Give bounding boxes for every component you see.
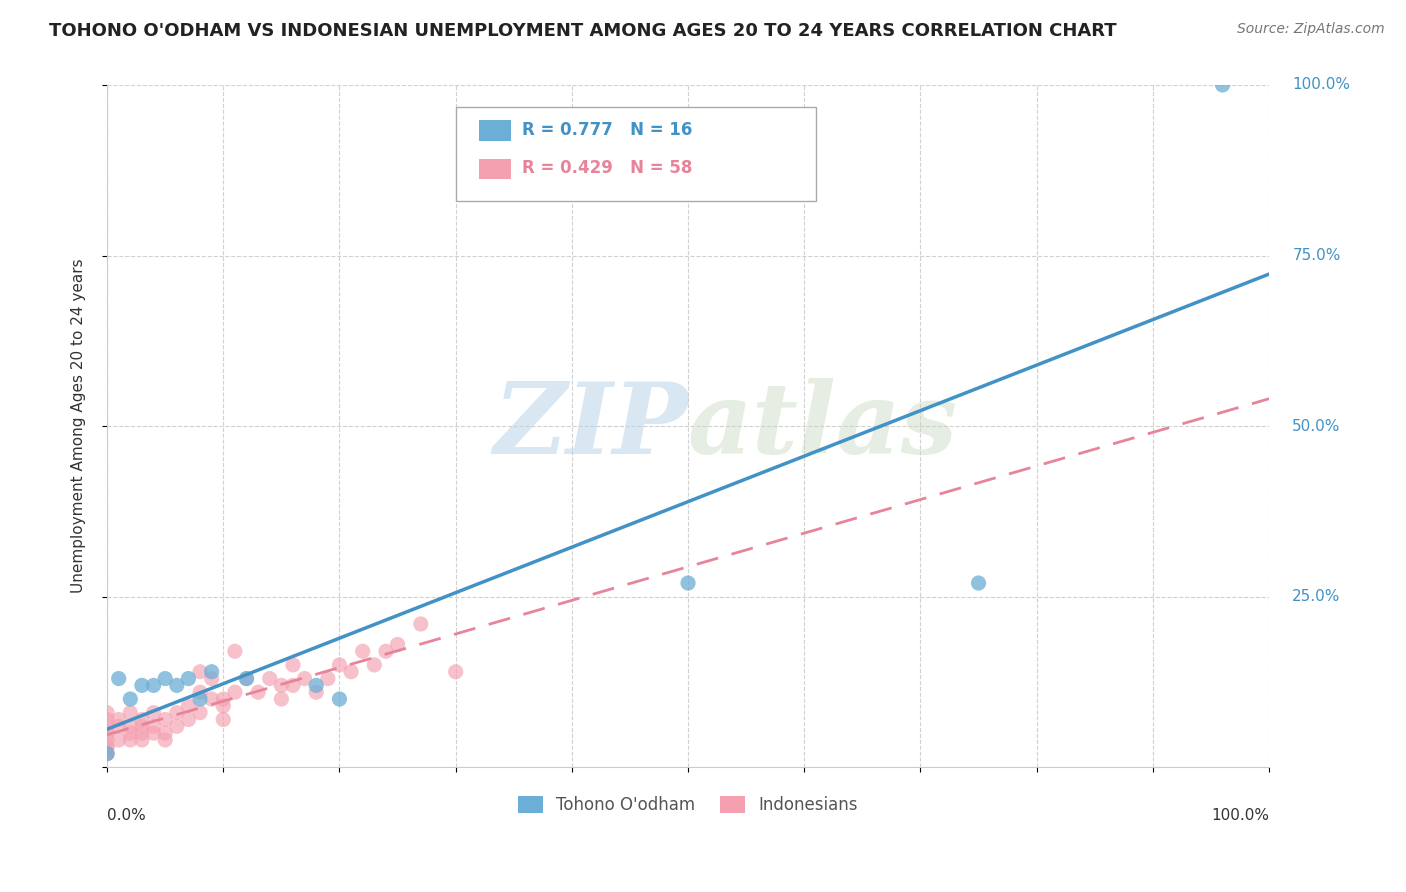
Point bbox=[166, 706, 188, 720]
Point bbox=[107, 733, 129, 747]
Bar bbox=[479, 120, 512, 141]
Point bbox=[201, 692, 224, 706]
Text: R = 0.429   N = 58: R = 0.429 N = 58 bbox=[522, 159, 692, 178]
Point bbox=[374, 644, 396, 658]
Point bbox=[224, 644, 246, 658]
Point bbox=[96, 739, 118, 754]
Point bbox=[188, 706, 211, 720]
Point bbox=[281, 678, 304, 692]
Point bbox=[409, 617, 432, 632]
Text: R = 0.777   N = 16: R = 0.777 N = 16 bbox=[522, 121, 692, 139]
Point bbox=[224, 685, 246, 699]
Point bbox=[153, 726, 176, 740]
Point bbox=[177, 698, 200, 713]
Text: ZIP: ZIP bbox=[494, 378, 688, 475]
Point bbox=[235, 672, 257, 686]
Bar bbox=[479, 159, 512, 179]
Point bbox=[142, 719, 165, 733]
Point bbox=[131, 719, 153, 733]
Point bbox=[107, 672, 129, 686]
Point bbox=[96, 706, 118, 720]
Legend: Tohono O'odham, Indonesians: Tohono O'odham, Indonesians bbox=[512, 789, 865, 821]
Point bbox=[142, 706, 165, 720]
Point bbox=[188, 665, 211, 679]
Point bbox=[96, 726, 118, 740]
Point bbox=[166, 678, 188, 692]
Point bbox=[177, 713, 200, 727]
Point bbox=[967, 576, 990, 591]
Text: TOHONO O'ODHAM VS INDONESIAN UNEMPLOYMENT AMONG AGES 20 TO 24 YEARS CORRELATION : TOHONO O'ODHAM VS INDONESIAN UNEMPLOYMEN… bbox=[49, 22, 1116, 40]
Point bbox=[142, 678, 165, 692]
Point bbox=[177, 672, 200, 686]
Point bbox=[201, 665, 224, 679]
Point bbox=[96, 719, 118, 733]
Point bbox=[188, 685, 211, 699]
Text: 0.0%: 0.0% bbox=[107, 808, 146, 823]
Point bbox=[328, 657, 350, 672]
Point bbox=[107, 719, 129, 733]
Text: 100.0%: 100.0% bbox=[1211, 808, 1270, 823]
Point bbox=[316, 672, 339, 686]
Point bbox=[212, 698, 235, 713]
Point bbox=[328, 692, 350, 706]
Point bbox=[153, 713, 176, 727]
Point bbox=[270, 678, 292, 692]
Point bbox=[305, 678, 328, 692]
Point bbox=[96, 747, 118, 761]
Text: 100.0%: 100.0% bbox=[1292, 78, 1350, 93]
Point bbox=[212, 692, 235, 706]
FancyBboxPatch shape bbox=[456, 107, 815, 201]
Point bbox=[107, 713, 129, 727]
Point bbox=[1212, 78, 1234, 92]
Point bbox=[270, 692, 292, 706]
Point bbox=[212, 713, 235, 727]
Point bbox=[96, 713, 118, 727]
Point bbox=[153, 672, 176, 686]
Point bbox=[201, 672, 224, 686]
Point bbox=[96, 733, 118, 747]
Point bbox=[131, 733, 153, 747]
Point bbox=[120, 733, 142, 747]
Point bbox=[444, 665, 467, 679]
Point bbox=[120, 726, 142, 740]
Text: Source: ZipAtlas.com: Source: ZipAtlas.com bbox=[1237, 22, 1385, 37]
Point bbox=[247, 685, 270, 699]
Point bbox=[120, 692, 142, 706]
Point bbox=[96, 739, 118, 754]
Point bbox=[235, 672, 257, 686]
Point bbox=[131, 713, 153, 727]
Point bbox=[259, 672, 281, 686]
Point bbox=[131, 678, 153, 692]
Text: 25.0%: 25.0% bbox=[1292, 590, 1341, 604]
Point bbox=[188, 692, 211, 706]
Point bbox=[131, 726, 153, 740]
Point bbox=[281, 657, 304, 672]
Text: 50.0%: 50.0% bbox=[1292, 418, 1341, 434]
Text: 75.0%: 75.0% bbox=[1292, 248, 1341, 263]
Point bbox=[96, 747, 118, 761]
Text: atlas: atlas bbox=[688, 378, 957, 475]
Point bbox=[340, 665, 363, 679]
Point bbox=[294, 672, 316, 686]
Point bbox=[387, 637, 409, 651]
Y-axis label: Unemployment Among Ages 20 to 24 years: Unemployment Among Ages 20 to 24 years bbox=[72, 259, 86, 593]
Point bbox=[676, 576, 699, 591]
Point bbox=[166, 719, 188, 733]
Point bbox=[363, 657, 385, 672]
Point bbox=[305, 685, 328, 699]
Point bbox=[153, 733, 176, 747]
Point bbox=[142, 726, 165, 740]
Point bbox=[120, 706, 142, 720]
Point bbox=[120, 719, 142, 733]
Point bbox=[96, 747, 118, 761]
Point bbox=[352, 644, 374, 658]
